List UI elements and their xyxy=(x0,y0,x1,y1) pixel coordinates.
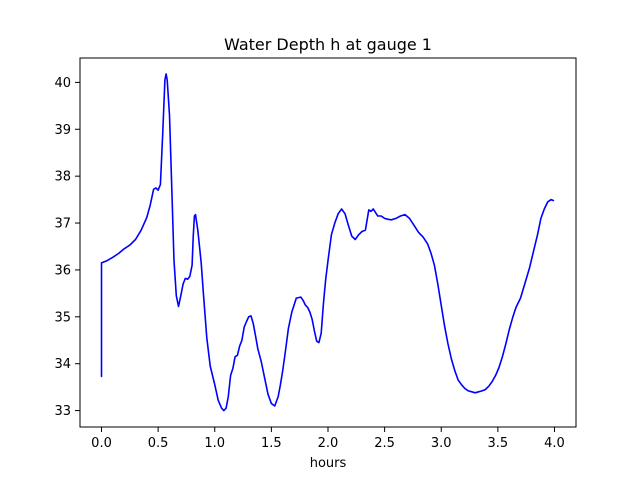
series-line-0 xyxy=(100,73,555,412)
y-tick-label: 39 xyxy=(54,123,71,138)
x-tick-label: 1.5 xyxy=(261,436,282,451)
y-axis: 33 34 35 36 37 38 39 40 xyxy=(54,76,80,419)
plot-area xyxy=(80,58,576,427)
x-tick-label: 3.5 xyxy=(488,436,509,451)
y-tick-label: 35 xyxy=(54,310,71,325)
y-tick-label: 38 xyxy=(54,170,71,185)
y-tick-label: 40 xyxy=(54,76,71,91)
chart-title: Water Depth h at gauge 1 xyxy=(224,35,432,54)
x-tick-label: 0.0 xyxy=(91,436,112,451)
y-tick-label: 34 xyxy=(54,357,71,372)
x-tick-label: 0.5 xyxy=(148,436,169,451)
x-tick-label: 2.0 xyxy=(318,436,339,451)
y-tick-label: 36 xyxy=(54,263,71,278)
y-tick-label: 33 xyxy=(54,404,71,419)
x-tick-label: 1.0 xyxy=(204,436,225,451)
x-axis: 0.0 0.5 1.0 1.5 2.0 2.5 3.0 3.5 4.0 xyxy=(91,427,565,451)
x-tick-label: 3.0 xyxy=(431,436,452,451)
x-tick-label: 4.0 xyxy=(544,436,565,451)
series-layer xyxy=(100,73,555,412)
y-tick-label: 37 xyxy=(54,217,71,232)
x-axis-title: hours xyxy=(310,456,347,471)
x-tick-label: 2.5 xyxy=(374,436,395,451)
